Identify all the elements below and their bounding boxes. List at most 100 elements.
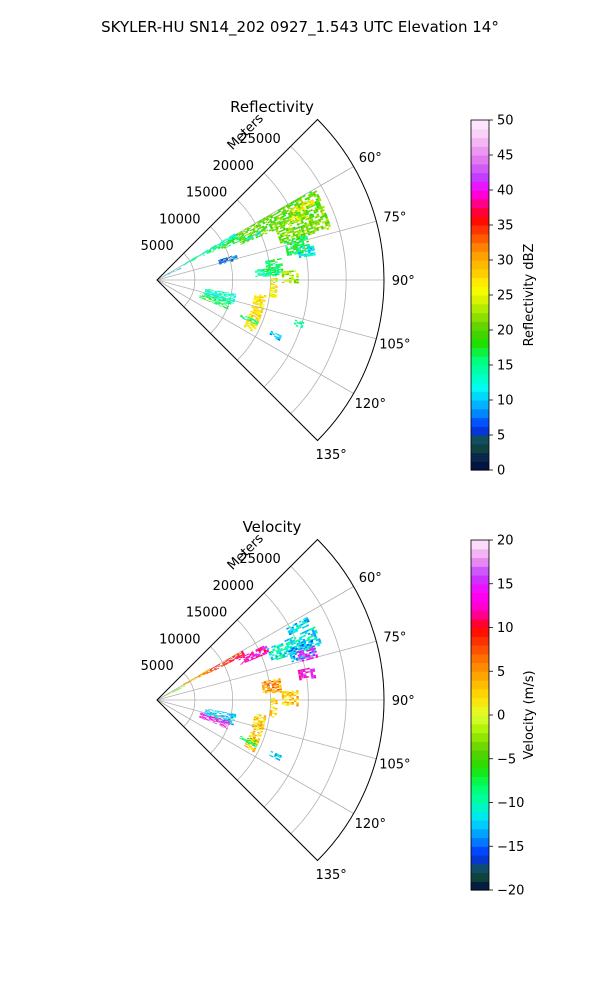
echo-cell [297,236,301,239]
echo-cell [292,244,295,247]
echo-cell [278,643,282,647]
echo-cell [269,289,273,292]
echo-cell [165,274,169,276]
echo-region-17 [240,314,259,325]
echo-cell [259,733,262,736]
echo-cell [233,716,236,719]
echo-cell [293,240,297,243]
echo-cell [213,295,217,297]
echo-cell [204,295,208,297]
echo-cell [289,696,292,698]
echo-cell [270,697,273,700]
echo-cell [308,214,312,218]
colorbar-segment [471,190,489,200]
echo-cell [230,716,234,718]
echo-cell [279,239,282,242]
echo-cell [176,688,179,690]
echo-cell [183,683,186,685]
echo-cell [319,215,323,219]
echo-cell [269,714,272,717]
echo-cell [276,222,280,226]
echo-cell [320,225,324,228]
echo-cell [269,653,272,656]
echo-cell [265,217,269,220]
echo-cell [310,646,314,649]
echo-cell [296,625,300,629]
echo-cell [221,712,225,714]
echo-cell [294,319,298,322]
echo-cell [253,727,257,730]
echo-cell [306,649,310,652]
echo-cell [295,324,299,327]
echo-cell [260,228,264,232]
echo-cell [301,321,305,324]
echo-cell [261,716,264,719]
echo-cell [325,215,328,219]
echo-cell [183,684,186,686]
echo-cell [279,218,283,221]
echo-cell [295,202,299,206]
echo-cell [246,325,250,328]
echo-cell [304,235,308,239]
echo-cell [220,300,224,302]
echo-cell [284,700,287,702]
echo-cell [253,735,257,738]
echo-cell [301,228,304,231]
echo-cell [301,659,305,662]
echo-cell [261,219,265,223]
echo-cell [321,205,325,209]
echo-cell [214,292,217,294]
echo-cell [226,293,229,296]
azimuth-spoke-120 [156,699,354,814]
echo-cell [298,636,302,639]
echo-cell [233,238,236,241]
echo-cell [298,240,302,243]
echo-cell [265,691,268,693]
echo-cell [284,272,287,274]
echo-cell [214,296,217,298]
echo-cell [304,222,307,225]
echo-cell [249,313,252,316]
echo-cell [193,257,197,260]
echo-cell [249,233,252,236]
echo-cell [293,281,297,284]
echo-cell [326,219,330,223]
echo-cell [300,200,304,203]
echo-cell [307,218,311,222]
echo-cell [268,266,271,268]
echo-cell [244,660,247,663]
echo-cell [253,225,257,228]
echo-cell [241,651,244,654]
echo-cell [226,241,230,244]
echo-cell [248,739,252,742]
echo-cell [257,647,261,650]
echo-cell [274,261,278,263]
echo-cell [309,191,313,194]
echo-cell [289,211,293,214]
echo-cell [282,654,286,657]
echo-cell [255,324,258,327]
echo-cell [296,213,300,216]
echo-cell [229,237,233,240]
echo-cell [279,223,282,226]
echo-cell [274,289,278,291]
echo-cell [300,641,304,644]
echo-cell [297,244,300,247]
echo-cell [272,277,276,280]
echo-cell [279,233,283,236]
echo-cell [168,693,171,695]
echo-cell [313,220,317,223]
echo-cell [214,293,217,295]
echo-cell [314,190,318,194]
radial-tick-label: 5000 [141,659,174,674]
echo-cell [242,241,245,243]
echo-cell [242,661,245,663]
echo-cell [270,288,273,291]
echo-cell [252,223,256,226]
echo-cell [286,216,290,219]
echo-cell [292,647,296,650]
echo-cell [252,721,256,724]
echo-cell [176,688,179,691]
echo-cell [315,198,319,201]
echo-cell [288,642,292,646]
